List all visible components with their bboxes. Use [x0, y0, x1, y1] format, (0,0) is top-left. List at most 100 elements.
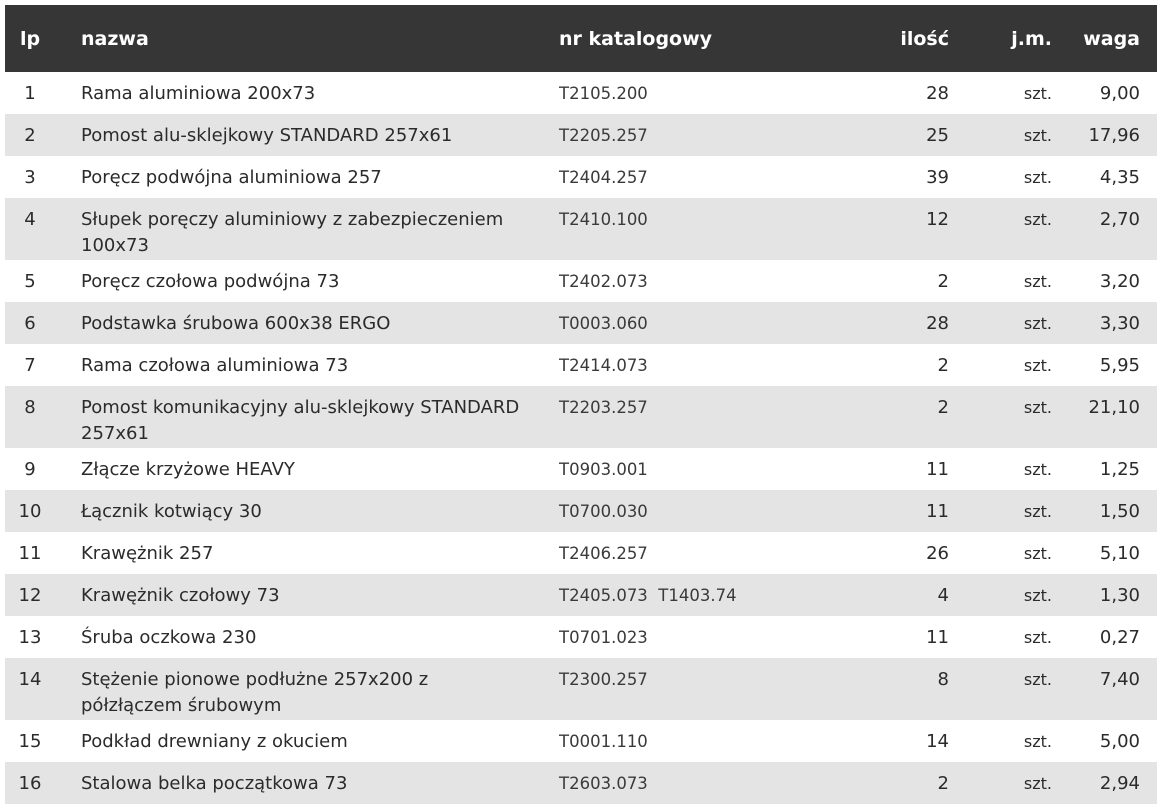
cell-catalog: T2404.257: [559, 168, 648, 187]
cell-weight: 3,20: [1099, 271, 1140, 292]
cell-unit: szt.: [1023, 670, 1052, 689]
cell-weight: 3,30: [1099, 313, 1140, 334]
cell-name: Pomost komunikacyjny alu-sklejkowy STAND…: [81, 397, 520, 444]
table-row: 5 Poręcz czołowa podwójna 73 T2402.073 2…: [5, 260, 1157, 302]
cell-qty: 39: [926, 167, 949, 188]
cell-catalog: T0003.060: [559, 314, 648, 333]
cell-lp: 2: [24, 125, 36, 146]
cell-lp: 14: [18, 669, 42, 690]
cell-catalog: T2105.200: [559, 84, 648, 103]
cell-qty: 14: [926, 731, 949, 752]
cell-catalog: T2203.257: [559, 398, 648, 417]
cell-catalog: T2405.073 T1403.74: [559, 586, 737, 605]
table-row: 9 Złącze krzyżowe HEAVY T0903.001 11 szt…: [5, 448, 1157, 490]
cell-weight: 1,30: [1099, 585, 1140, 606]
cell-qty: 28: [926, 313, 949, 334]
cell-qty: 8: [937, 669, 949, 690]
header-lp: lp: [19, 27, 41, 50]
cell-catalog: T2300.257: [559, 670, 648, 689]
cell-catalog: T2402.073: [559, 272, 648, 291]
cell-unit: szt.: [1023, 774, 1052, 793]
cell-weight: 7,40: [1099, 669, 1140, 690]
cell-qty: 2: [937, 397, 949, 418]
table-row: 4 Słupek poręczy aluminiowy z zabezpiecz…: [5, 198, 1157, 260]
cell-lp: 15: [18, 731, 42, 752]
cell-name: Złącze krzyżowe HEAVY: [81, 459, 295, 480]
cell-lp: 6: [24, 313, 36, 334]
cell-name: Poręcz czołowa podwójna 73: [81, 271, 340, 292]
cell-weight: 2,94: [1099, 773, 1140, 794]
cell-weight: 21,10: [1088, 397, 1140, 418]
cell-catalog: T2406.257: [559, 544, 648, 563]
cell-lp: 8: [24, 397, 36, 418]
cell-name: Pomost alu-sklejkowy STANDARD 257x61: [81, 125, 453, 146]
cell-catalog: T0903.001: [559, 460, 648, 479]
cell-qty: 2: [937, 355, 949, 376]
cell-lp: 7: [24, 355, 36, 376]
table-row: 13 Śruba oczkowa 230 T0701.023 11 szt. 0…: [5, 616, 1157, 658]
table-header: lp nazwa nr katalogowy ilość j.m. waga: [5, 5, 1157, 72]
table-row: 10 Łącznik kotwiący 30 T0700.030 11 szt.…: [5, 490, 1157, 532]
table-row: 7 Rama czołowa aluminiowa 73 T2414.073 2…: [5, 344, 1157, 386]
cell-catalog: T0701.023: [559, 628, 648, 647]
header-weight: waga: [1083, 27, 1140, 50]
cell-lp: 10: [18, 501, 42, 522]
cell-weight: 2,70: [1099, 209, 1140, 230]
cell-catalog: T2410.100: [559, 210, 648, 229]
cell-name: Podstawka śrubowa 600x38 ERGO: [81, 313, 391, 334]
cell-lp: 1: [24, 83, 36, 104]
cell-qty: 12: [926, 209, 949, 230]
cell-name: Stalowa belka początkowa 73: [81, 773, 348, 794]
table-row: 12 Krawężnik czołowy 73 T2405.073 T1403.…: [5, 574, 1157, 616]
cell-weight: 5,95: [1099, 355, 1140, 376]
cell-unit: szt.: [1023, 84, 1052, 103]
cell-name: Rama aluminiowa 200x73: [81, 83, 316, 104]
cell-unit: szt.: [1023, 586, 1052, 605]
cell-catalog: T0001.110: [559, 732, 648, 751]
cell-name: Rama czołowa aluminiowa 73: [81, 355, 349, 376]
cell-name: Słupek poręczy aluminiowy z zabezpieczen…: [81, 209, 504, 256]
cell-unit: szt.: [1023, 126, 1052, 145]
cell-qty: 4: [937, 585, 949, 606]
cell-weight: 0,27: [1099, 627, 1140, 648]
cell-unit: szt.: [1023, 544, 1052, 563]
table-row: 14 Stężenie pionowe podłużne 257x200 z p…: [5, 658, 1157, 720]
cell-qty: 11: [926, 627, 949, 648]
cell-catalog: T0700.030: [559, 502, 648, 521]
cell-qty: 2: [937, 271, 949, 292]
cell-weight: 1,50: [1099, 501, 1140, 522]
parts-table: lp nazwa nr katalogowy ilość j.m. waga 1…: [5, 5, 1157, 804]
cell-weight: 5,00: [1099, 731, 1140, 752]
cell-name: Śruba oczkowa 230: [81, 627, 257, 648]
cell-catalog: T2414.073: [559, 356, 648, 375]
cell-qty: 11: [926, 501, 949, 522]
cell-weight: 5,10: [1099, 543, 1140, 564]
cell-lp: 5: [24, 271, 36, 292]
cell-name: Krawężnik czołowy 73: [81, 585, 280, 606]
table-row: 16 Stalowa belka początkowa 73 T2603.073…: [5, 762, 1157, 804]
table-row: 8 Pomost komunikacyjny alu-sklejkowy STA…: [5, 386, 1157, 448]
cell-lp: 11: [18, 543, 42, 564]
table-row: 15 Podkład drewniany z okuciem T0001.110…: [5, 720, 1157, 762]
table-row: 3 Poręcz podwójna aluminiowa 257 T2404.2…: [5, 156, 1157, 198]
cell-unit: szt.: [1023, 732, 1052, 751]
cell-name: Poręcz podwójna aluminiowa 257: [81, 167, 382, 188]
cell-qty: 28: [926, 83, 949, 104]
cell-unit: szt.: [1023, 168, 1052, 187]
cell-weight: 4,35: [1099, 167, 1140, 188]
cell-catalog: T2603.073: [559, 774, 648, 793]
cell-lp: 4: [24, 209, 36, 230]
table-row: 6 Podstawka śrubowa 600x38 ERGO T0003.06…: [5, 302, 1157, 344]
cell-unit: szt.: [1023, 314, 1052, 333]
table-row: 11 Krawężnik 257 T2406.257 26 szt. 5,10: [5, 532, 1157, 574]
cell-unit: szt.: [1023, 398, 1052, 417]
cell-lp: 3: [24, 167, 36, 188]
cell-unit: szt.: [1023, 356, 1052, 375]
cell-unit: szt.: [1023, 460, 1052, 479]
header-name: nazwa: [81, 27, 149, 50]
cell-catalog: T2205.257: [559, 126, 648, 145]
cell-unit: szt.: [1023, 628, 1052, 647]
cell-weight: 17,96: [1088, 125, 1140, 146]
header-catalog: nr katalogowy: [559, 27, 713, 50]
cell-qty: 25: [926, 125, 949, 146]
